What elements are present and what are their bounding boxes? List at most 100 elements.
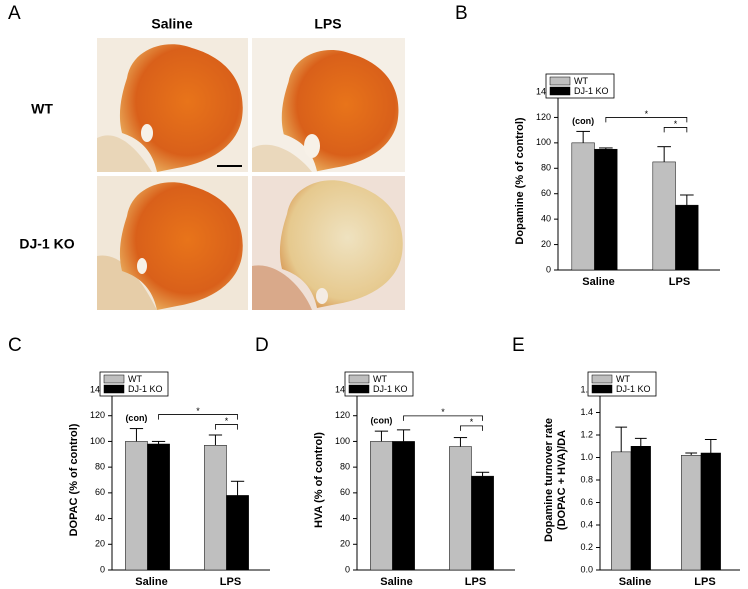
y-tick-label: 0 <box>100 564 105 574</box>
y-tick-label: 60 <box>95 487 105 497</box>
y-axis-label: HVA (% of control) <box>313 432 325 528</box>
bar <box>611 451 632 571</box>
significance-bracket <box>403 415 483 421</box>
y-tick-label: 140 <box>335 384 350 394</box>
significance-label: * <box>674 119 678 129</box>
legend-label: DJ-1 KO <box>574 86 609 96</box>
significance-bracket <box>663 127 688 133</box>
y-tick-label: 20 <box>340 539 350 549</box>
column-label: LPS <box>314 16 341 32</box>
significance-label: * <box>196 406 200 416</box>
significance-bracket <box>460 425 483 431</box>
bar <box>471 475 494 571</box>
y-tick-label: 0.6 <box>580 497 593 507</box>
y-tick-label: 100 <box>536 137 551 147</box>
x-tick-label: LPS <box>669 276 690 288</box>
x-tick-label: Saline <box>380 576 412 588</box>
significance-bracket <box>605 117 688 123</box>
panel-letter: B <box>455 3 468 24</box>
panel-letter: C <box>8 335 22 356</box>
x-tick-label: LPS <box>220 576 241 588</box>
bar <box>594 148 618 271</box>
bar <box>226 495 249 571</box>
y-axis-label: (DOPAC + HVA)/DA <box>556 430 568 530</box>
bar <box>681 455 702 571</box>
legend-swatch <box>549 76 571 86</box>
bar <box>449 446 472 571</box>
y-tick-label: 140 <box>90 384 105 394</box>
micrograph <box>97 176 248 310</box>
y-tick-label: 120 <box>90 410 105 420</box>
annotation: (con) <box>370 416 392 426</box>
significance-bracket <box>158 414 238 420</box>
panel-letter: D <box>255 335 269 356</box>
y-tick-label: 0.0 <box>580 564 593 574</box>
y-tick-label: 40 <box>95 513 105 523</box>
annotation: (con) <box>125 413 147 423</box>
y-tick-label: 80 <box>95 462 105 472</box>
y-tick-label: 1.2 <box>580 429 593 439</box>
y-tick-label: 20 <box>95 539 105 549</box>
micrograph <box>252 176 405 310</box>
y-axis-label: Dopamine turnover rate <box>543 418 555 542</box>
micrograph <box>97 38 248 172</box>
significance-label: * <box>225 416 229 426</box>
significance-label: * <box>645 109 649 119</box>
y-tick-label: 0.2 <box>580 542 593 552</box>
legend-swatch <box>591 384 613 394</box>
legend-label: DJ-1 KO <box>373 384 408 394</box>
micrograph <box>252 38 405 172</box>
legend-swatch <box>103 374 125 384</box>
panel-letter: A <box>8 3 21 24</box>
y-tick-label: 100 <box>335 436 350 446</box>
y-axis-label: Dopamine (% of control) <box>514 117 526 244</box>
x-tick-label: Saline <box>582 276 614 288</box>
x-tick-label: LPS <box>465 576 486 588</box>
y-tick-label: 140 <box>536 86 551 96</box>
legend-swatch <box>348 374 370 384</box>
bar <box>630 446 651 571</box>
legend-label: WT <box>574 76 588 86</box>
legend-swatch <box>103 384 125 394</box>
y-tick-label: 0 <box>345 564 350 574</box>
y-tick-label: 120 <box>536 112 551 122</box>
legend-label: WT <box>128 374 142 384</box>
bar <box>125 441 148 571</box>
bar <box>675 204 699 271</box>
y-tick-label: 80 <box>541 163 551 173</box>
y-tick-label: 40 <box>541 214 551 224</box>
legend-swatch <box>549 86 571 96</box>
y-tick-label: 100 <box>90 436 105 446</box>
x-tick-label: Saline <box>619 576 651 588</box>
panel-letter: E <box>512 335 525 356</box>
y-axis-label: DOPAC (% of control) <box>68 423 80 536</box>
legend-swatch <box>348 384 370 394</box>
row-label: WT <box>31 101 53 117</box>
bar <box>392 441 415 571</box>
significance-label: * <box>470 417 474 427</box>
y-tick-label: 80 <box>340 462 350 472</box>
legend-label: WT <box>616 374 630 384</box>
bar <box>652 161 676 271</box>
y-tick-label: 1.6 <box>580 384 593 394</box>
y-tick-label: 1.4 <box>580 407 593 417</box>
annotation: (con) <box>572 116 594 126</box>
bar <box>571 142 595 271</box>
bar <box>204 445 227 571</box>
significance-bracket <box>215 424 238 430</box>
y-tick-label: 0.4 <box>580 519 593 529</box>
row-label: DJ-1 KO <box>19 236 74 252</box>
y-tick-label: 0.8 <box>580 474 593 484</box>
y-tick-label: 40 <box>340 513 350 523</box>
y-tick-label: 120 <box>335 410 350 420</box>
legend-swatch <box>591 374 613 384</box>
legend-label: DJ-1 KO <box>616 384 651 394</box>
y-tick-label: 1.0 <box>580 452 593 462</box>
legend-label: DJ-1 KO <box>128 384 163 394</box>
y-tick-label: 60 <box>340 487 350 497</box>
y-tick-label: 60 <box>541 188 551 198</box>
bar <box>700 452 721 571</box>
significance-label: * <box>441 407 445 417</box>
x-tick-label: Saline <box>135 576 167 588</box>
legend-label: WT <box>373 374 387 384</box>
